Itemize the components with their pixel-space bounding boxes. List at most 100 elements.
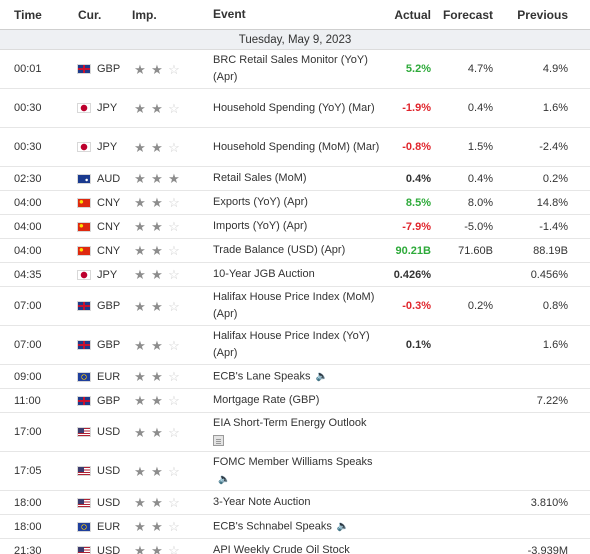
table-row[interactable]: 21:30 USD ★ ★ ☆ API Weekly Crude Oil Stock -3.… bbox=[0, 539, 590, 554]
star-empty-icon: ☆ bbox=[168, 195, 180, 210]
event-name-cell[interactable]: FOMC Member Williams Speaks 🔈 bbox=[210, 454, 381, 488]
header-forecast[interactable]: Forecast bbox=[442, 7, 493, 22]
event-name-link[interactable]: 10-Year JGB Auction bbox=[213, 268, 315, 280]
table-row[interactable]: 02:30 AUD ★ ★ ★ Retail Sales (MoM) 0.4% 0.4% 0.2… bbox=[0, 167, 590, 191]
event-importance: ★ ★ ☆ bbox=[130, 196, 210, 209]
event-name-link[interactable]: Exports (YoY) (Apr) bbox=[213, 196, 308, 208]
table-row[interactable]: 07:00 GBP ★ ★ ☆ Halifax House Price Index (Yo… bbox=[0, 326, 590, 365]
event-name-link[interactable]: Halifax House Price Index (MoM) (Apr) bbox=[213, 291, 375, 320]
event-actual: 90.21B bbox=[395, 244, 431, 257]
event-forecast: 71.60B bbox=[458, 244, 493, 257]
event-name-cell[interactable]: Household Spending (MoM) (Mar) bbox=[210, 139, 381, 156]
table-row[interactable]: 18:00 USD ★ ★ ☆ 3-Year Note Auction 3.810% bbox=[0, 491, 590, 515]
event-name-cell[interactable]: BRC Retail Sales Monitor (YoY) (Apr) bbox=[210, 52, 381, 86]
star-empty-icon: ☆ bbox=[168, 267, 180, 282]
table-row[interactable]: 00:30 JPY ★ ★ ☆ Household Spending (YoY) (Mar… bbox=[0, 89, 590, 128]
document-icon[interactable] bbox=[213, 434, 224, 446]
event-importance: ★ ★ ☆ bbox=[130, 544, 210, 554]
table-row[interactable]: 07:00 GBP ★ ★ ☆ Halifax House Price Index (Mo… bbox=[0, 287, 590, 326]
event-name-cell[interactable]: ECB's Lane Speaks 🔈 bbox=[210, 368, 381, 385]
event-name-cell[interactable]: 3-Year Note Auction bbox=[210, 494, 381, 511]
event-importance: ★ ★ ☆ bbox=[130, 268, 210, 281]
event-name-cell[interactable]: Household Spending (YoY) (Mar) bbox=[210, 100, 381, 117]
importance-stars: ★ ★ ☆ bbox=[132, 300, 182, 313]
header-actual[interactable]: Actual bbox=[394, 7, 431, 22]
star-filled-icon: ★ bbox=[134, 243, 146, 258]
table-row[interactable]: 11:00 GBP ★ ★ ☆ Mortgage Rate (GBP) 7.22% bbox=[0, 389, 590, 413]
event-name-cell[interactable]: Exports (YoY) (Apr) bbox=[210, 194, 381, 211]
event-name-cell[interactable]: Imports (YoY) (Apr) bbox=[210, 218, 381, 235]
event-name-cell[interactable]: EIA Short-Term Energy Outlook bbox=[210, 415, 381, 449]
event-importance: ★ ★ ☆ bbox=[130, 370, 210, 383]
event-name-cell[interactable]: Halifax House Price Index (YoY) (Apr) bbox=[210, 328, 381, 362]
event-name-link[interactable]: Halifax House Price Index (YoY) (Apr) bbox=[213, 330, 370, 359]
header-previous[interactable]: Previous bbox=[517, 7, 568, 22]
flag-gbp-icon bbox=[77, 301, 91, 311]
table-row[interactable]: 09:00 EUR ★ ★ ☆ ECB's Lane Speaks 🔈 bbox=[0, 365, 590, 389]
header-time[interactable]: Time bbox=[14, 7, 42, 22]
table-row[interactable]: 04:00 CNY ★ ★ ☆ Imports (YoY) (Apr) -7.9% -5.0%… bbox=[0, 215, 590, 239]
event-name-link[interactable]: FOMC Member Williams Speaks bbox=[213, 455, 373, 468]
event-name-link[interactable]: BRC Retail Sales Monitor (YoY) (Apr) bbox=[213, 54, 368, 83]
flag-gbp-icon bbox=[77, 340, 91, 350]
event-actual: 0.426% bbox=[393, 268, 431, 281]
event-name-cell[interactable]: API Weekly Crude Oil Stock bbox=[210, 542, 381, 554]
currency-code: USD bbox=[97, 544, 121, 554]
table-row[interactable]: 04:35 JPY ★ ★ ☆ 10-Year JGB Auction 0.426% 0.45… bbox=[0, 263, 590, 287]
event-name-link[interactable]: Trade Balance (USD) (Apr) bbox=[213, 244, 346, 256]
event-actual: 0.4% bbox=[405, 172, 431, 185]
event-time: 18:00 bbox=[14, 520, 42, 533]
star-filled-icon: ★ bbox=[151, 171, 163, 186]
star-filled-icon: ★ bbox=[151, 519, 163, 534]
event-name-cell[interactable]: ECB's Schnabel Speaks 🔈 bbox=[210, 518, 381, 535]
table-row[interactable]: 17:00 USD ★ ★ ☆ EIA Short-Term Energy Outlook bbox=[0, 413, 590, 452]
event-name-cell[interactable]: Retail Sales (MoM) bbox=[210, 170, 381, 187]
star-filled-icon: ★ bbox=[134, 195, 146, 210]
table-row[interactable]: 04:00 CNY ★ ★ ☆ Trade Balance (USD) (Apr) 90.2… bbox=[0, 239, 590, 263]
table-row[interactable]: 18:00 EUR ★ ★ ☆ ECB's Schnabel Speaks 🔈 bbox=[0, 515, 590, 539]
event-forecast: 0.4% bbox=[467, 102, 493, 114]
star-filled-icon: ★ bbox=[134, 369, 146, 384]
event-name-cell[interactable]: Mortgage Rate (GBP) bbox=[210, 392, 381, 409]
event-currency: CNY bbox=[72, 245, 130, 257]
event-importance: ★ ★ ☆ bbox=[130, 339, 210, 352]
table-row[interactable]: 00:30 JPY ★ ★ ☆ Household Spending (MoM) (Mar… bbox=[0, 128, 590, 167]
event-name-link[interactable]: ECB's Schnabel Speaks bbox=[213, 520, 332, 533]
header-event[interactable]: Event bbox=[213, 7, 246, 21]
event-actual: -0.3% bbox=[402, 300, 431, 312]
star-filled-icon: ★ bbox=[134, 393, 146, 408]
star-filled-icon: ★ bbox=[134, 543, 146, 554]
star-filled-icon: ★ bbox=[134, 171, 146, 186]
star-filled-icon: ★ bbox=[151, 298, 163, 314]
event-name-link[interactable]: Household Spending (MoM) (Mar) bbox=[213, 140, 380, 153]
event-name-link[interactable]: Mortgage Rate (GBP) bbox=[213, 394, 320, 406]
event-importance: ★ ★ ★ bbox=[130, 172, 210, 185]
event-currency: GBP bbox=[72, 300, 130, 312]
event-previous: 0.8% bbox=[542, 300, 568, 312]
event-name-link[interactable]: Imports (YoY) (Apr) bbox=[213, 220, 308, 232]
event-name-link[interactable]: EIA Short-Term Energy Outlook bbox=[213, 417, 367, 429]
currency-code: JPY bbox=[97, 141, 118, 153]
currency-code: USD bbox=[97, 465, 121, 477]
event-name-cell[interactable]: 10-Year JGB Auction bbox=[210, 266, 381, 283]
event-name-link[interactable]: API Weekly Crude Oil Stock bbox=[213, 544, 350, 554]
event-name-link[interactable]: Household Spending (YoY) (Mar) bbox=[213, 101, 375, 114]
table-row[interactable]: 00:01 GBP ★ ★ ☆ BRC Retail Sales Monitor (YoY… bbox=[0, 50, 590, 89]
event-time: 00:01 bbox=[14, 63, 42, 75]
event-name-link[interactable]: ECB's Lane Speaks bbox=[213, 370, 311, 383]
table-row[interactable]: 17:05 USD ★ ★ ☆ FOMC Member Williams Speaks 🔈 bbox=[0, 452, 590, 491]
event-name-link[interactable]: 3-Year Note Auction bbox=[213, 496, 311, 508]
event-name-cell[interactable]: Trade Balance (USD) (Apr) bbox=[210, 242, 381, 259]
event-currency: EUR bbox=[72, 371, 130, 383]
event-name-cell[interactable]: Halifax House Price Index (MoM) (Apr) bbox=[210, 289, 381, 323]
header-currency[interactable]: Cur. bbox=[78, 7, 102, 22]
table-row[interactable]: 04:00 CNY ★ ★ ☆ Exports (YoY) (Apr) 8.5% 8.0% 14… bbox=[0, 191, 590, 215]
event-name-link[interactable]: Retail Sales (MoM) bbox=[213, 172, 307, 184]
importance-stars: ★ ★ ☆ bbox=[132, 102, 182, 115]
flag-cny-icon bbox=[77, 245, 91, 256]
star-empty-icon: ☆ bbox=[168, 100, 180, 116]
event-previous: 14.8% bbox=[536, 196, 568, 209]
speaker-icon: 🔈 bbox=[315, 370, 328, 382]
flag-usd-icon bbox=[77, 497, 91, 508]
header-importance[interactable]: Imp. bbox=[132, 7, 157, 22]
